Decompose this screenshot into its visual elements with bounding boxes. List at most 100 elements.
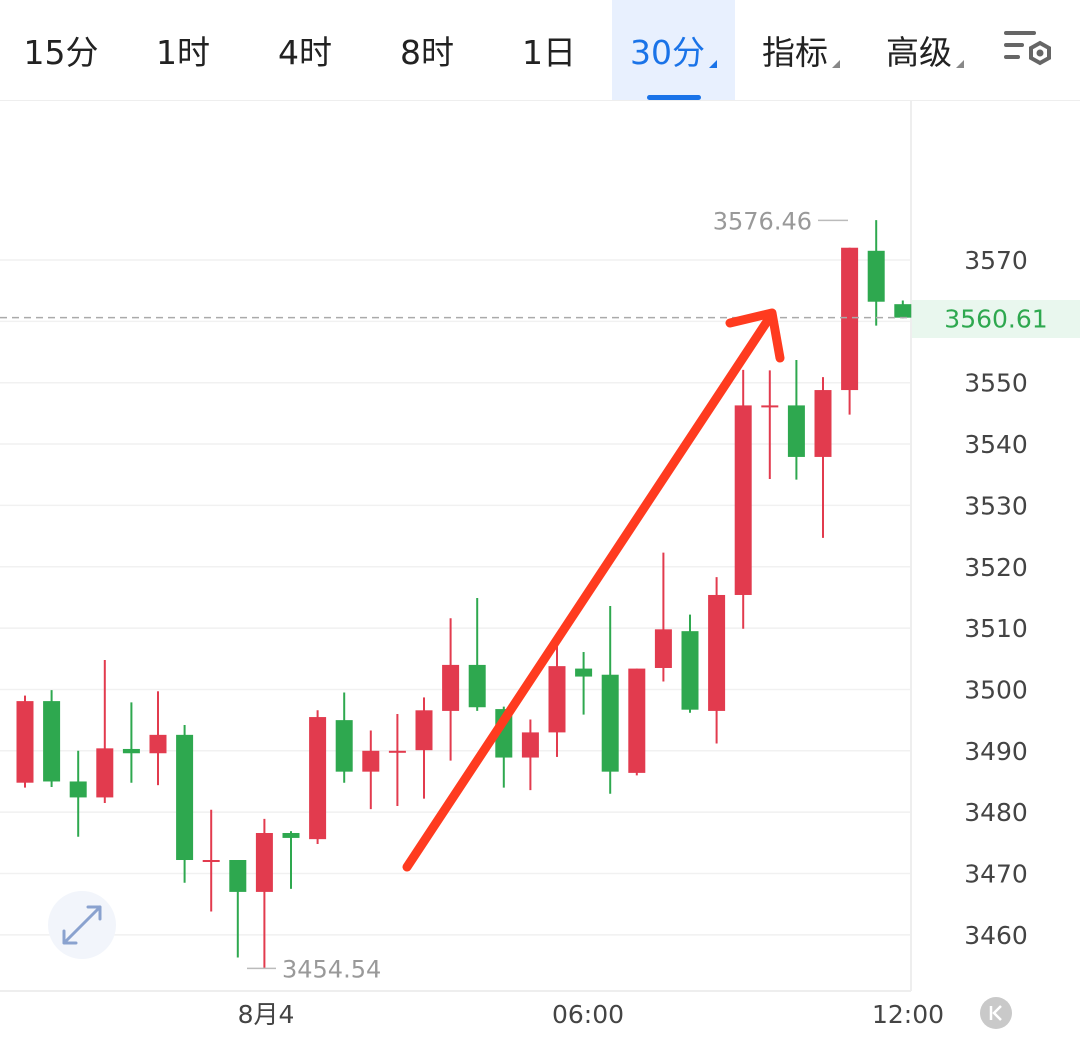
candle — [442, 618, 460, 761]
timeframe-toolbar: 15分 1时 4时 8时 1日 30分 指标 高级 — [0, 0, 1080, 101]
x-tick-label: 06:00 — [552, 1000, 624, 1029]
candle — [362, 730, 380, 810]
candle-body — [202, 860, 220, 863]
tab-30min[interactable]: 30分 — [612, 0, 735, 100]
candle-body — [468, 664, 486, 708]
candle — [814, 377, 832, 538]
low-label: 3454.54 — [282, 955, 381, 983]
candle — [96, 660, 114, 803]
candle-body — [601, 674, 619, 772]
candle — [867, 220, 885, 326]
candle — [229, 860, 247, 958]
candle — [601, 606, 619, 794]
candlestick-chart[interactable]: 3460 3470 3480 3490 3500 3510 3520 3530 3540 3550… — [0, 101, 1080, 1038]
candle — [335, 692, 353, 783]
x-axis-labels: 8月4 06:00 12:00 — [238, 1000, 944, 1029]
candle-body — [734, 405, 752, 595]
candle — [734, 369, 752, 629]
candle — [122, 702, 140, 783]
candle-body — [96, 748, 114, 798]
candle-body — [255, 833, 273, 892]
candle-body — [335, 720, 353, 772]
candle — [388, 713, 406, 807]
candle-body — [521, 732, 539, 758]
candle-body — [309, 717, 327, 840]
x-tick-label: 8月4 — [238, 1000, 295, 1029]
candle — [176, 725, 194, 883]
candle — [149, 691, 167, 786]
candle-body — [841, 247, 859, 391]
candle — [309, 710, 327, 845]
y-tick-label: 3570 — [964, 246, 1028, 275]
candle — [654, 552, 672, 682]
tab-label: 30分 — [630, 33, 705, 72]
y-tick-label: 3520 — [964, 553, 1028, 582]
tab-label: 4时 — [278, 33, 332, 72]
dropdown-triangle-icon — [956, 60, 964, 68]
candle — [16, 695, 34, 788]
candles — [16, 220, 912, 969]
candle — [468, 598, 486, 711]
dropdown-triangle-icon — [709, 60, 717, 68]
extreme-labels: 3576.46 3454.54 — [247, 207, 848, 983]
candle-body — [16, 701, 34, 783]
candle-body — [282, 833, 300, 838]
candle-body — [122, 748, 140, 754]
grid — [0, 259, 911, 936]
candle — [521, 719, 539, 791]
y-axis-labels: 3460 3470 3480 3490 3500 3510 3520 3530 3540 3550… — [944, 246, 1047, 950]
candle — [894, 300, 912, 319]
candle-body — [548, 666, 566, 733]
y-tick-label: 3540 — [964, 430, 1028, 459]
current-price-label: 3560.61 — [944, 305, 1047, 334]
candle — [761, 370, 779, 480]
trend-arrow — [402, 308, 785, 872]
tab-8hour[interactable]: 8时 — [366, 0, 488, 100]
tab-1day[interactable]: 1日 — [488, 0, 610, 100]
chart-settings-icon[interactable] — [1000, 25, 1056, 75]
candle-body — [761, 405, 779, 408]
candle-body — [867, 250, 885, 302]
candle-body — [654, 629, 672, 668]
candle — [548, 637, 566, 757]
candle — [841, 247, 859, 415]
y-tick-label: 3480 — [964, 798, 1028, 827]
candle — [43, 690, 61, 787]
candle — [282, 831, 300, 889]
candle-body — [149, 734, 167, 754]
high-label: 3576.46 — [713, 207, 812, 235]
tab-indicators[interactable]: 指标 — [740, 0, 862, 100]
y-tick-label: 3510 — [964, 614, 1028, 643]
candle — [415, 697, 433, 799]
candle-body — [575, 668, 593, 677]
y-tick-label: 3550 — [964, 369, 1028, 398]
tab-1hour[interactable]: 1时 — [122, 0, 244, 100]
candle — [575, 652, 593, 715]
expand-icon[interactable] — [48, 891, 116, 959]
candle-body — [628, 668, 646, 773]
candle-body — [894, 304, 912, 318]
y-tick-label: 3470 — [964, 860, 1028, 889]
candle — [69, 750, 87, 837]
candle-body — [681, 631, 699, 710]
x-tick-label: 12:00 — [872, 1000, 944, 1029]
tab-label: 1日 — [522, 33, 576, 72]
candle — [255, 818, 273, 969]
tab-15min[interactable]: 15分 — [0, 0, 122, 100]
scroll-to-latest-icon[interactable] — [980, 997, 1012, 1029]
candle-body — [787, 405, 805, 457]
candle-body — [442, 664, 460, 711]
tab-advanced[interactable]: 高级 — [864, 0, 986, 100]
candle-body — [708, 594, 726, 711]
y-tick-label: 3490 — [964, 737, 1028, 766]
tab-label: 8时 — [400, 33, 454, 72]
candle-body — [415, 710, 433, 751]
tab-4hour[interactable]: 4时 — [244, 0, 366, 100]
candle-body — [362, 750, 380, 772]
candle-body — [176, 734, 194, 861]
y-tick-label: 3500 — [964, 675, 1028, 704]
candle — [628, 668, 646, 776]
candle-body — [388, 750, 406, 753]
candle-body — [43, 701, 61, 782]
active-tab-indicator — [646, 95, 701, 100]
